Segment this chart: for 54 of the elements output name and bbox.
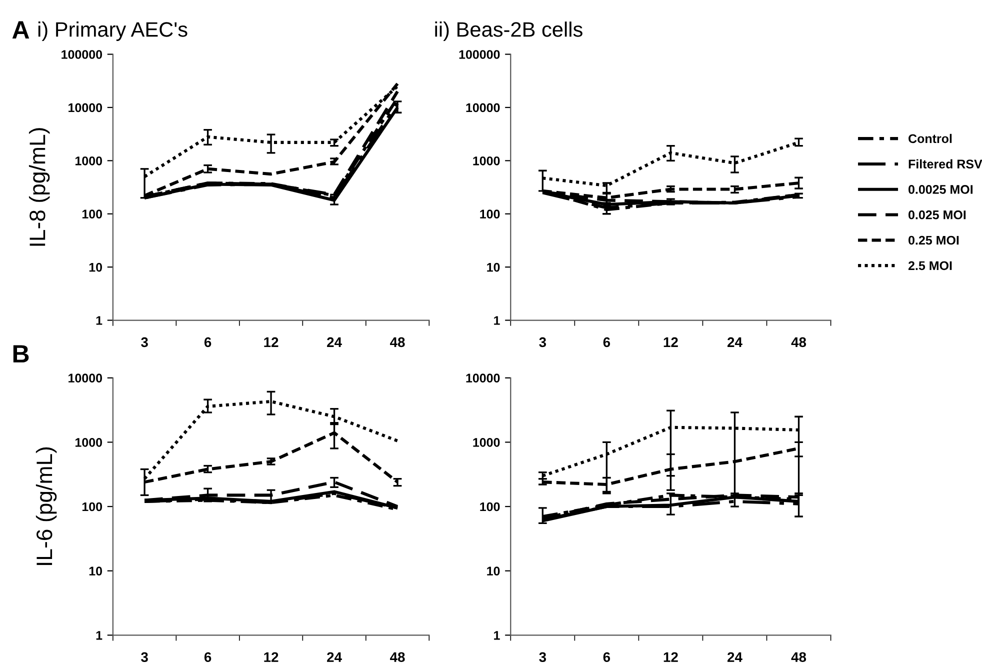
x-tick-label: 12 — [264, 337, 278, 347]
y-axis-title: IL-8 (pg/mL) — [28, 128, 50, 246]
x-tick-label: 6 — [603, 652, 610, 662]
text: A — [12, 21, 30, 38]
x-tick-label: 24 — [327, 337, 342, 347]
y-tick-label: 10 — [89, 262, 102, 272]
x-tick-label: 3 — [539, 337, 546, 348]
legend-label: 2.5 MOI — [908, 261, 952, 270]
y-tick-label: 1 — [494, 631, 500, 640]
legend-label: Filtered RSV — [908, 159, 982, 168]
x-tick-label: 3 — [539, 652, 546, 662]
y-axis-title: IL-6 (pg/mL) — [36, 447, 57, 565]
x-tick-label: 24 — [727, 652, 742, 662]
legend-label: 0.25 MOI — [908, 236, 959, 245]
x-tick-label: 6 — [204, 337, 212, 348]
y-tick-label: 100 — [82, 210, 102, 219]
y-tick-label: 1 — [494, 316, 500, 325]
y-tick-label: 100 — [480, 210, 500, 219]
x-tick-label: 12 — [664, 337, 678, 347]
x-tick-label: 24 — [327, 652, 342, 662]
chart-title: i) Primary AEC's — [38, 22, 188, 41]
text: B — [13, 345, 29, 362]
y-tick-label: 1000 — [473, 156, 500, 166]
y-tick-label: 100 — [82, 502, 102, 512]
y-tick-label: 10 — [487, 262, 500, 272]
x-tick-label: 3 — [141, 652, 148, 662]
y-tick-label: 10000 — [68, 103, 102, 112]
x-tick-label: 12 — [264, 652, 278, 662]
x-tick-label: 24 — [727, 337, 742, 347]
x-tick-label: 12 — [664, 652, 678, 662]
x-tick-label: 3 — [141, 337, 148, 348]
y-tick-label: 1 — [96, 631, 102, 640]
y-tick-label: 10000 — [466, 103, 500, 112]
y-tick-label: 100 — [480, 502, 500, 512]
y-tick-label: 1000 — [75, 156, 102, 166]
y-tick-label: 100000 — [459, 50, 500, 59]
y-tick-label: 10 — [89, 566, 102, 576]
x-tick-label: 48 — [390, 652, 405, 662]
y-tick-label: 10000 — [466, 374, 500, 383]
y-tick-label: 10000 — [68, 374, 102, 383]
y-tick-label: 100000 — [62, 50, 102, 59]
legend-label: 0.0025 MOI — [908, 185, 973, 194]
legend-label: Control — [908, 134, 952, 144]
x-tick-label: 6 — [204, 652, 212, 662]
legend-label: 0.025 MOI — [908, 210, 966, 220]
y-tick-label: 1000 — [473, 438, 500, 447]
y-tick-label: 1 — [96, 316, 102, 325]
y-tick-label: 10 — [487, 566, 500, 576]
x-tick-label: 48 — [390, 337, 405, 348]
x-tick-label: 48 — [791, 337, 806, 348]
y-tick-label: 1000 — [75, 438, 102, 447]
x-tick-label: 48 — [791, 652, 806, 662]
chart-title: ii) Beas-2B cells — [435, 22, 582, 41]
x-tick-label: 6 — [603, 337, 610, 348]
